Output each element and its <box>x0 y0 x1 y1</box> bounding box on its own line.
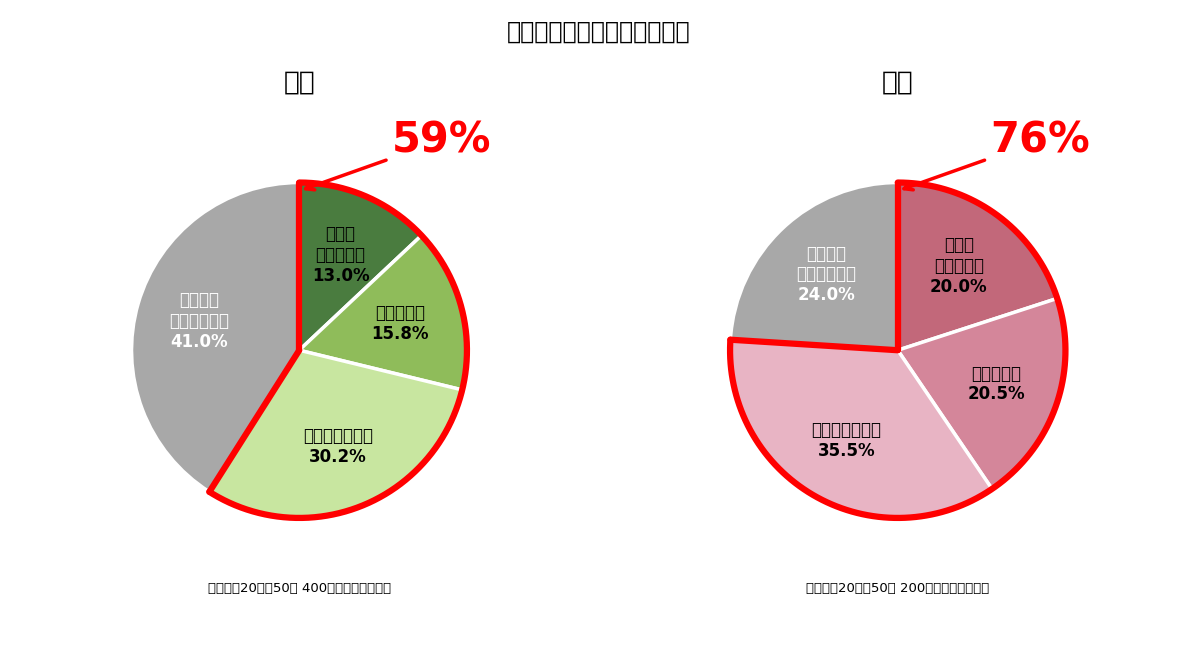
Text: とても
悩まされる
13.0%: とても 悩まされる 13.0% <box>311 225 370 284</box>
Text: やや悩まされる
35.5%: やや悩まされる 35.5% <box>812 421 881 460</box>
Wedge shape <box>898 299 1065 489</box>
Text: やや悩まされる
30.2%: やや悩まされる 30.2% <box>303 427 373 466</box>
Wedge shape <box>730 340 992 518</box>
Wedge shape <box>730 183 898 350</box>
Text: 全国男女20代～50代 400名　（単一回答）: 全国男女20代～50代 400名 （単一回答） <box>208 582 390 595</box>
Text: 全国女性20代～50代 200名　（単一回答）: 全国女性20代～50代 200名 （単一回答） <box>806 582 990 595</box>
Text: 59%: 59% <box>305 119 491 190</box>
Wedge shape <box>209 350 462 518</box>
Wedge shape <box>132 183 299 492</box>
Text: とても
悩まされる
20.0%: とても 悩まされる 20.0% <box>930 236 988 296</box>
Text: 冬に冷え性に悩まされますか: 冬に冷え性に悩まされますか <box>506 19 691 43</box>
Text: 76%: 76% <box>904 119 1089 190</box>
Wedge shape <box>898 183 1057 350</box>
Text: まったく
悩まされない
24.0%: まったく 悩まされない 24.0% <box>796 244 857 304</box>
Text: 悩まされる
15.8%: 悩まされる 15.8% <box>371 304 429 343</box>
Wedge shape <box>299 183 421 350</box>
Text: 女性: 女性 <box>882 69 913 95</box>
Text: まったく
悩まされない
41.0%: まったく 悩まされない 41.0% <box>170 292 230 351</box>
Text: 悩まされる
20.5%: 悩まされる 20.5% <box>967 364 1025 403</box>
Wedge shape <box>299 235 467 390</box>
Text: 全体: 全体 <box>284 69 315 95</box>
